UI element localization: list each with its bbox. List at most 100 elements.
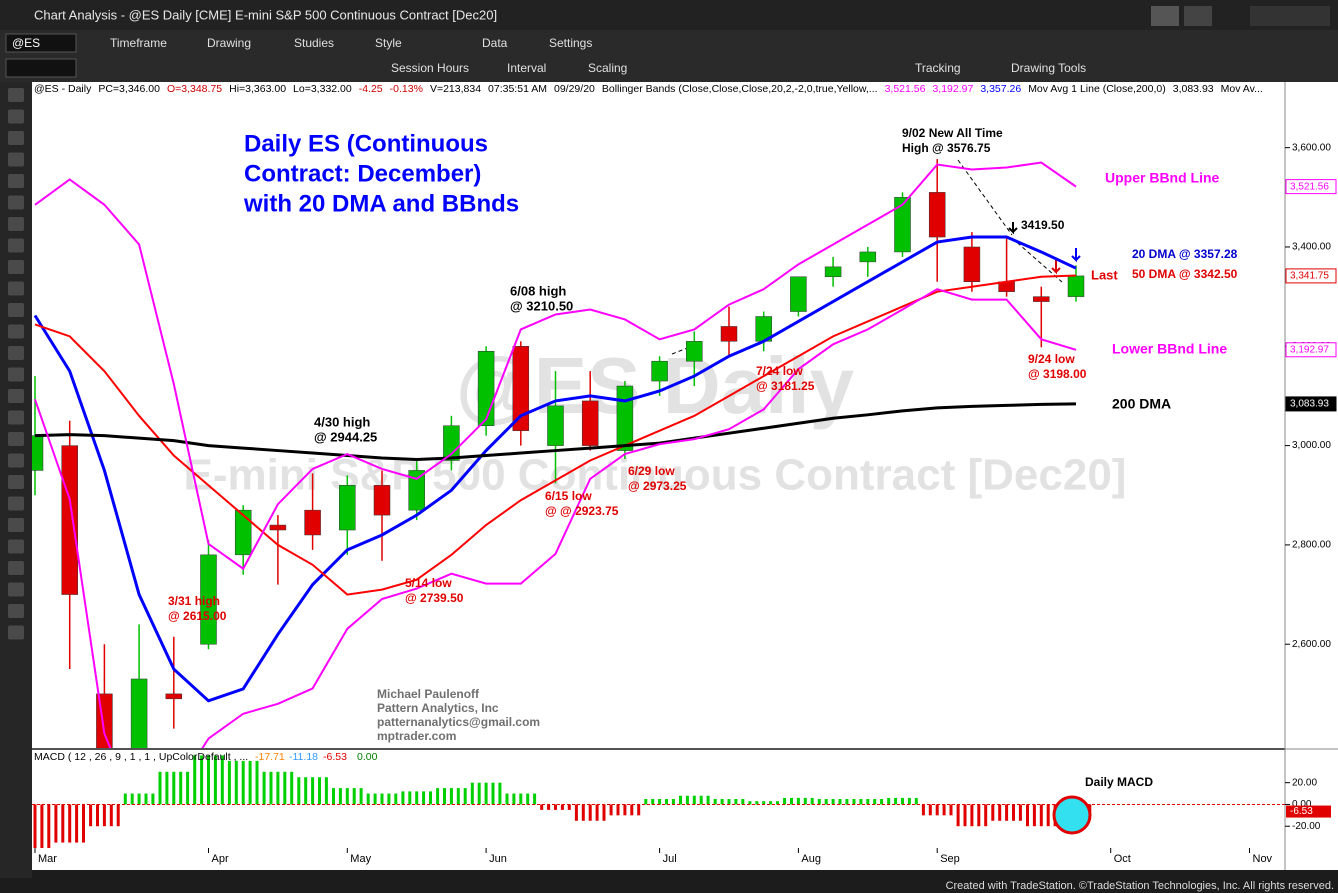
tool-icon[interactable] [8, 432, 24, 446]
tool-icon[interactable] [8, 109, 24, 124]
toolbar-button[interactable]: Scaling [588, 61, 627, 75]
symbol-box[interactable] [5, 33, 77, 53]
macd-readout: 0.00 [357, 751, 378, 763]
macd-bar [866, 799, 870, 805]
x-tick-label: Sep [940, 853, 960, 865]
tool-icon[interactable] [8, 539, 24, 554]
tool-icon[interactable] [8, 389, 24, 403]
tool-icon[interactable] [8, 561, 24, 575]
tool-icon[interactable] [8, 625, 24, 640]
toolbar-button[interactable]: Settings [549, 36, 592, 50]
candle-body [61, 445, 78, 595]
toolbar-button[interactable]: Tracking [915, 61, 961, 75]
macd-bar [713, 799, 717, 805]
toolbar-button[interactable]: Drawing Tools [1011, 61, 1086, 75]
tool-icon[interactable] [8, 346, 24, 360]
annotation: 20 DMA @ 3357.28 [1132, 247, 1238, 261]
tool-icon[interactable] [8, 238, 24, 253]
candle-body [547, 405, 564, 446]
macd-bar [477, 782, 481, 805]
macd-bar [727, 799, 731, 805]
tool-icon[interactable] [8, 604, 24, 618]
macd-bar [262, 771, 266, 805]
macd-bar [928, 804, 932, 816]
macd-bar [1026, 804, 1029, 827]
toolbar-button[interactable]: Session Hours [391, 61, 469, 75]
macd-bar [692, 795, 696, 805]
interval-box[interactable] [5, 58, 77, 78]
macd-bar [227, 760, 231, 805]
tool-icon[interactable] [8, 152, 24, 167]
macd-bar [734, 799, 738, 805]
macd-bar [137, 793, 141, 805]
info-item: V=213,834 [430, 83, 481, 95]
macd-bar [824, 799, 828, 805]
macd-bar [637, 804, 641, 816]
tool-icon[interactable] [8, 410, 24, 425]
price-label-box [1285, 179, 1337, 195]
tool-icon[interactable] [8, 475, 24, 489]
tool-icon[interactable] [8, 260, 24, 274]
macd-bar [838, 799, 842, 805]
toolbar-button[interactable]: Studies [294, 36, 334, 50]
last-label: -6.53 [1290, 806, 1313, 817]
macd-bar [790, 797, 793, 805]
macd-bar [366, 793, 370, 805]
tool-icon[interactable] [8, 88, 24, 102]
tool-icon[interactable] [8, 453, 24, 468]
button[interactable] [1184, 6, 1212, 26]
tool-icon[interactable] [8, 367, 24, 382]
macd-bar [796, 797, 800, 805]
macd-bar [588, 804, 592, 821]
candle-body [790, 276, 807, 312]
macd-bar [741, 799, 745, 805]
macd-plot [32, 755, 1285, 848]
candle-body [894, 197, 911, 253]
info-item: Lo=3,332.00 [293, 83, 352, 95]
macd-bar [783, 797, 787, 805]
tool-icon[interactable] [8, 195, 24, 210]
button[interactable] [1151, 6, 1179, 26]
macd-bar [1032, 804, 1036, 827]
annotation: 9/24 low [1028, 352, 1075, 366]
annotation: @ 3181.25 [756, 379, 815, 393]
window-controls[interactable] [1250, 6, 1330, 26]
annotation: with 20 DMA and BBnds [243, 190, 519, 217]
macd-bar [304, 777, 308, 805]
title-bar [0, 0, 1338, 30]
toolbar-button[interactable]: Data [482, 36, 508, 50]
y-tick-label: 3,000.00 [1292, 440, 1331, 451]
price-label: 3,083.93 [1290, 399, 1329, 410]
tool-icon[interactable] [8, 518, 24, 532]
tool-icon[interactable] [8, 131, 24, 145]
toolbar-button[interactable]: Style [375, 36, 402, 50]
info-item: 07:35:51 AM [488, 83, 547, 95]
tool-icon[interactable] [8, 324, 24, 339]
candle-body [686, 341, 703, 362]
arrow [1051, 260, 1061, 275]
tool-icon[interactable] [8, 582, 24, 597]
macd-bar [526, 793, 530, 805]
tool-icon[interactable] [8, 217, 24, 231]
macd-bar [817, 799, 821, 805]
toolbar-button[interactable]: Timeframe [110, 36, 167, 50]
tool-icon[interactable] [8, 281, 24, 296]
macd-bar [470, 782, 474, 805]
toolbar-button[interactable]: Interval [507, 61, 546, 75]
info-item: 3,083.93 [1173, 83, 1214, 95]
series-label: Lower BBnd Line [1112, 341, 1227, 357]
tool-icon[interactable] [8, 496, 24, 511]
macd-bar [130, 793, 134, 805]
macd-bar [116, 804, 120, 827]
toolbar-button[interactable]: Drawing [207, 36, 251, 50]
macd-bar [318, 777, 321, 805]
tool-icon[interactable] [8, 174, 24, 188]
macd-bar [311, 777, 315, 805]
annotation: 9/02 New All Time [902, 126, 1003, 140]
annotation: Michael Paulenoff [377, 687, 480, 701]
macd-bar [436, 788, 440, 805]
macd-bar [165, 771, 169, 805]
macd-bar [665, 799, 668, 805]
tool-icon[interactable] [8, 303, 24, 317]
